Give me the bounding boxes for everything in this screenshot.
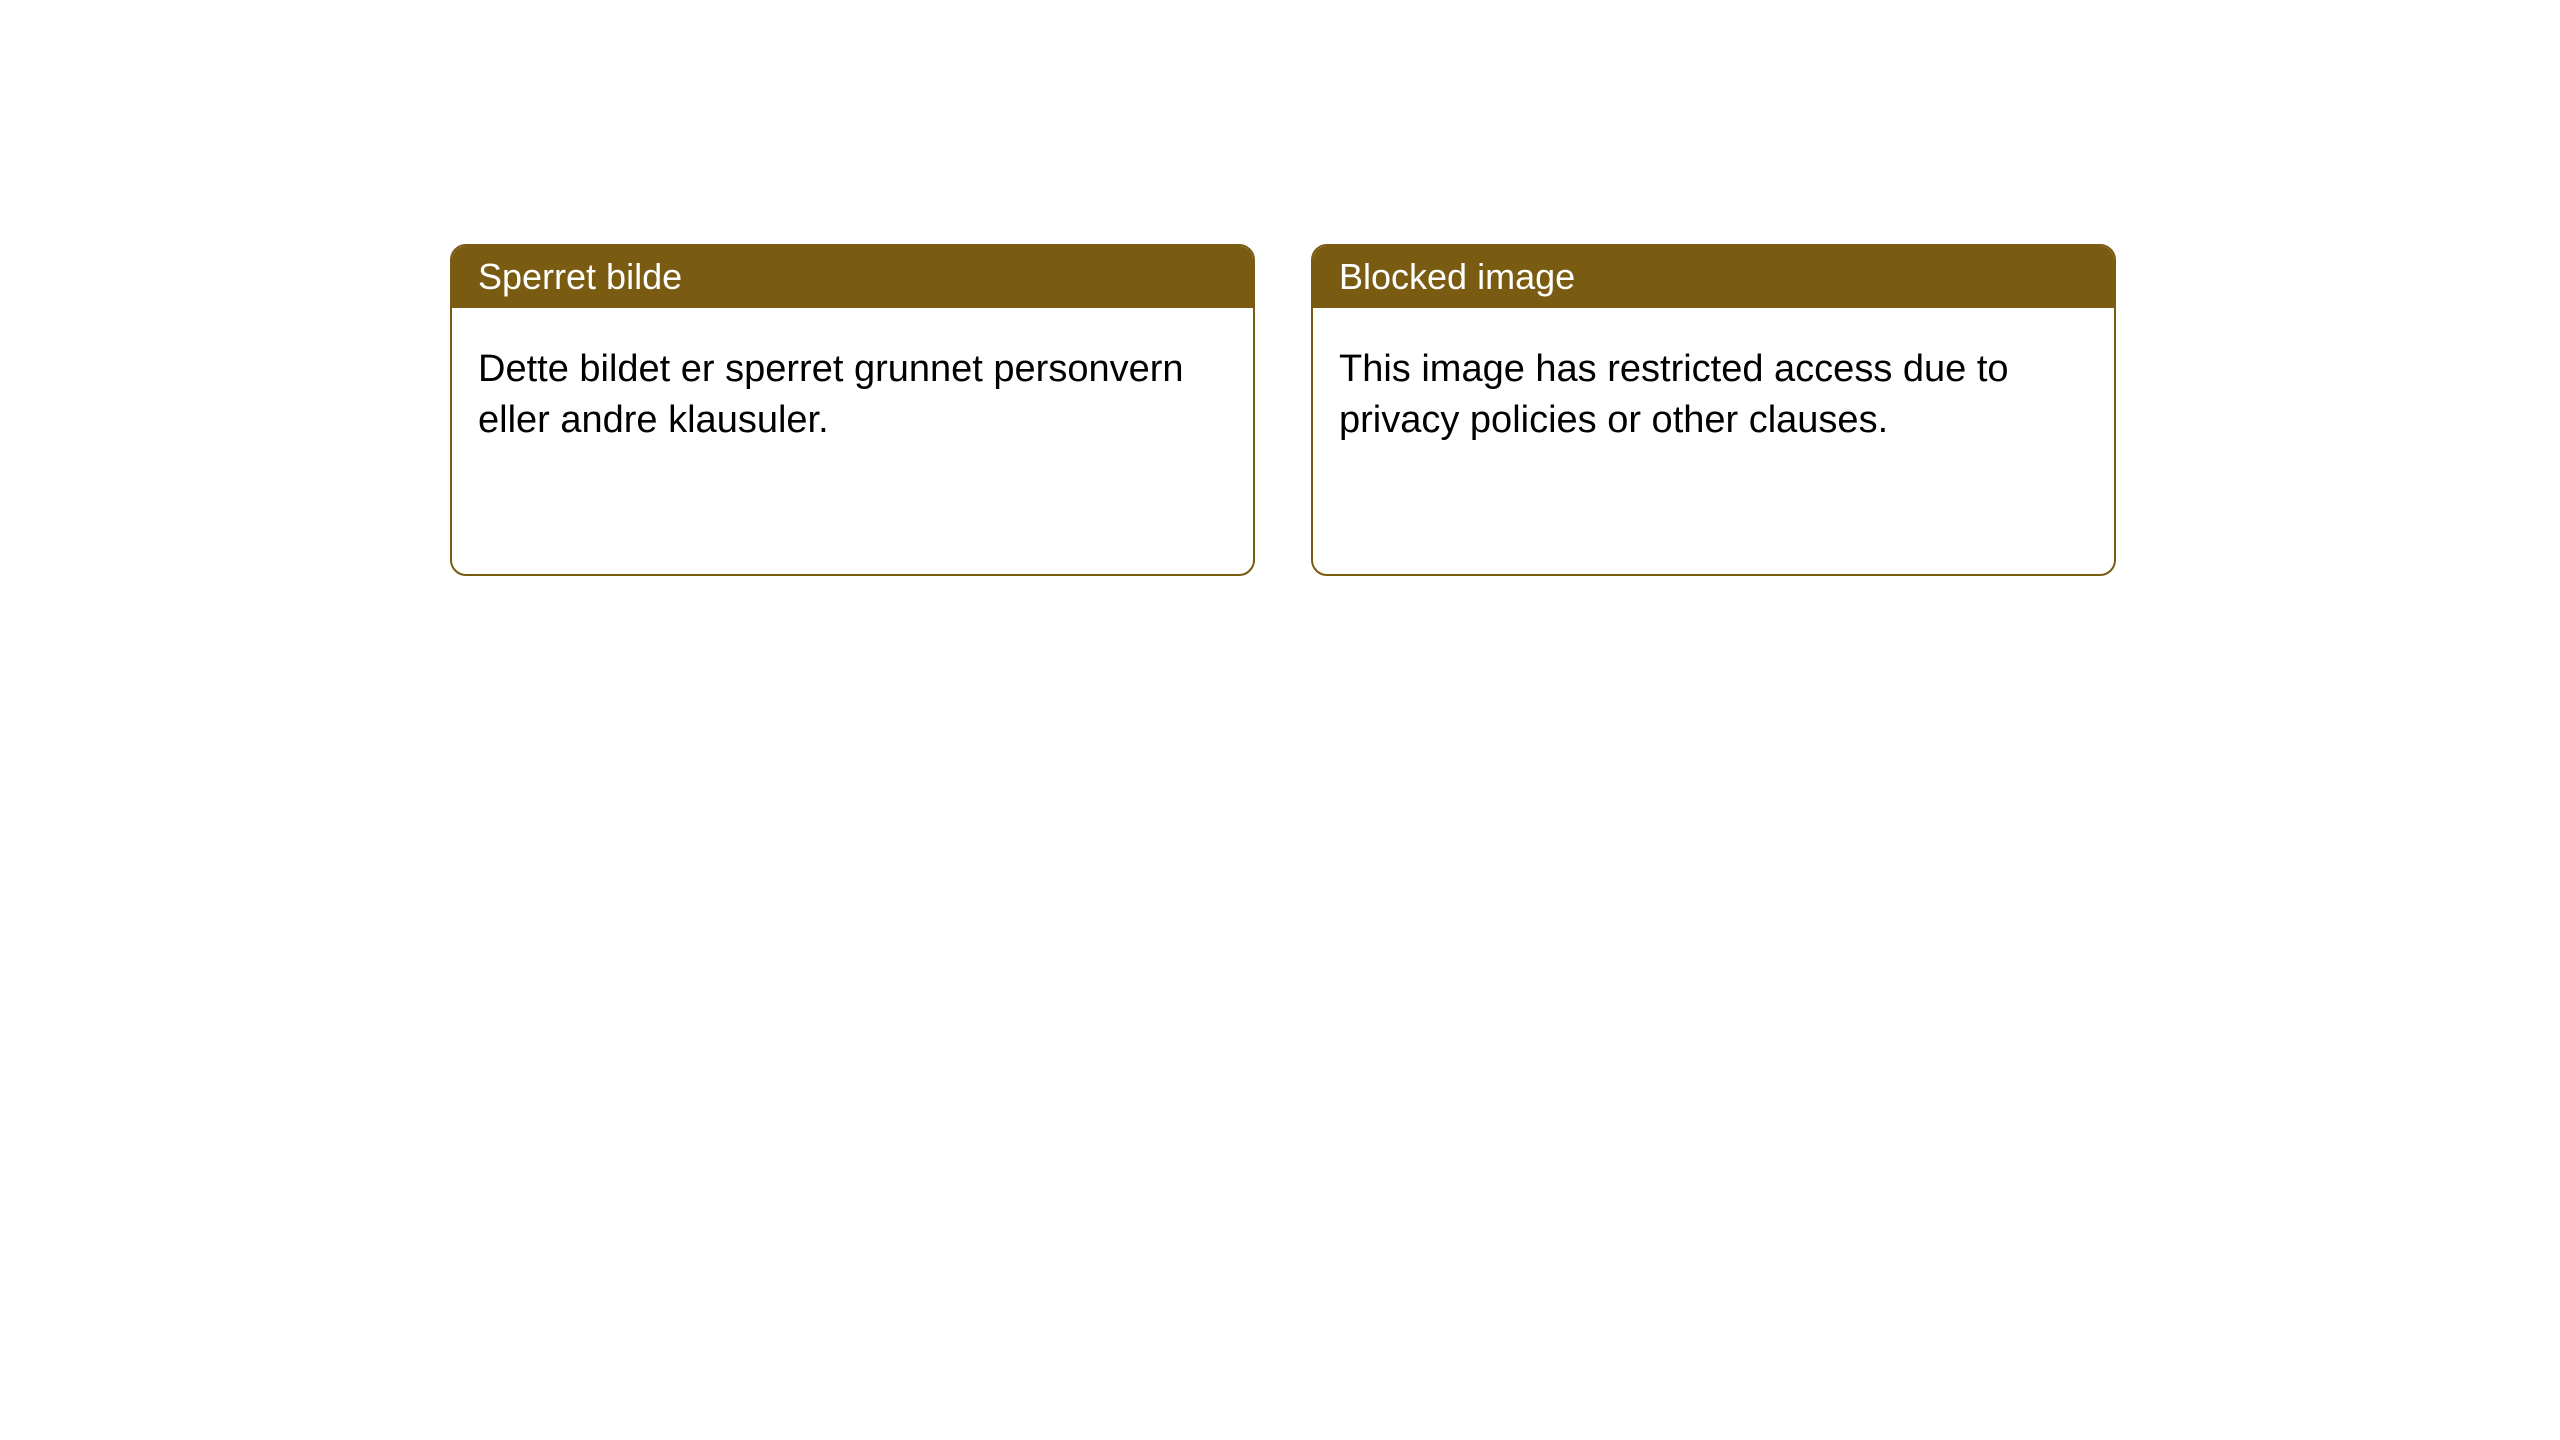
card-english: Blocked image This image has restricted … [1311, 244, 2116, 576]
card-header-english: Blocked image [1313, 246, 2114, 308]
card-header-norwegian: Sperret bilde [452, 246, 1253, 308]
cards-container: Sperret bilde Dette bildet er sperret gr… [0, 0, 2560, 576]
card-norwegian: Sperret bilde Dette bildet er sperret gr… [450, 244, 1255, 576]
card-body-norwegian: Dette bildet er sperret grunnet personve… [452, 308, 1253, 483]
card-body-english: This image has restricted access due to … [1313, 308, 2114, 483]
